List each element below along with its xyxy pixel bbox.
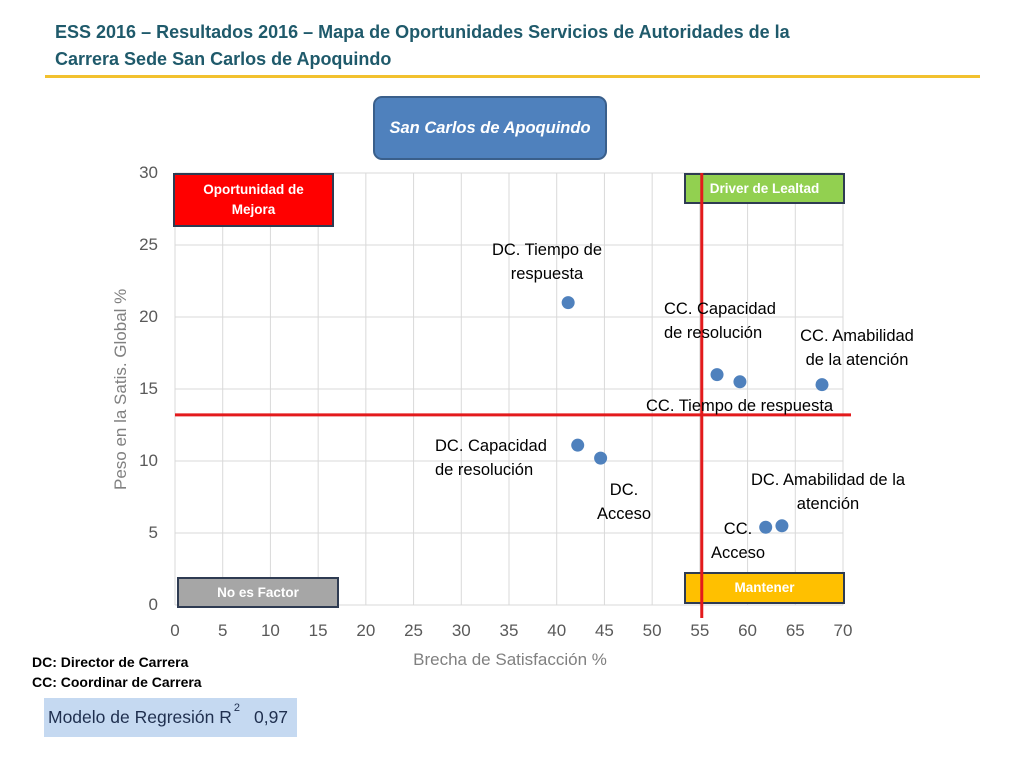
x-tick-label: 5 — [217, 621, 228, 640]
quadrant-label: Oportunidad de Mejora — [203, 182, 304, 217]
y-tick-label: 15 — [139, 379, 158, 398]
data-point — [759, 520, 773, 534]
chart-title-badge: San Carlos de Apoquindo — [373, 96, 607, 160]
x-tick-label: 50 — [642, 621, 662, 640]
data-label: DC. Capacidad de resolución — [435, 437, 547, 479]
footnote-cc: CC: Coordinar de Carrera — [32, 674, 202, 690]
data-point — [815, 378, 829, 392]
y-tick-label: 25 — [139, 235, 158, 254]
regression-model-box: Modelo de Regresión R 2 0,97 — [44, 698, 297, 737]
x-tick-label: 30 — [451, 621, 471, 640]
quadrant-label: No es Factor — [217, 584, 299, 600]
y-tick-label: 5 — [148, 523, 158, 542]
quadrant-label: Mantener — [734, 580, 795, 595]
data-label: CC. Capacidad de resolución — [664, 300, 776, 342]
quadrant-maintain-box: Mantener — [684, 572, 845, 604]
x-tick-label: 10 — [260, 621, 280, 640]
x-tick-label: 0 — [170, 621, 180, 640]
x-tick-label: 25 — [404, 621, 424, 640]
data-label: DC. Acceso — [596, 481, 652, 523]
data-point — [775, 519, 789, 533]
x-tick-label: 70 — [833, 621, 853, 640]
x-tick-label: 40 — [547, 621, 567, 640]
x-tick-label: 35 — [499, 621, 519, 640]
x-tick-label: 60 — [738, 621, 758, 640]
data-label: CC. Tiempo de respuesta — [646, 397, 834, 415]
data-point — [733, 375, 747, 389]
data-label: DC. Tiempo de respuesta — [491, 241, 603, 283]
x-tick-label: 65 — [785, 621, 805, 640]
quadrant-opportunity-box: Oportunidad de Mejora — [173, 173, 334, 227]
quadrant-label: Driver de Lealtad — [709, 180, 820, 196]
slide-title-line: Carrera Sede San Carlos de Apoquindo — [55, 49, 392, 69]
regression-value: 0,97 — [253, 707, 289, 727]
y-tick-label: 20 — [139, 307, 158, 326]
slide-title-line: ESS 2016 – Resultados 2016 – Mapa de Opo… — [55, 22, 790, 42]
x-axis-title: Brecha de Satisfacción % — [413, 650, 607, 669]
y-tick-label: 0 — [148, 595, 158, 614]
data-label: DC. Amabilidad de la atención — [750, 471, 906, 513]
quadrant-not-factor-box: No es Factor — [177, 577, 339, 608]
x-tick-label: 15 — [308, 621, 328, 640]
quadrant-loyalty-driver-box: Driver de Lealtad — [684, 173, 845, 204]
data-point — [561, 296, 575, 310]
y-tick-label: 30 — [139, 163, 158, 182]
x-tick-label: 45 — [594, 621, 614, 640]
x-tick-label: 55 — [690, 621, 710, 640]
title-divider — [45, 75, 980, 78]
data-label: CC. Amabilidad de la atención — [800, 327, 914, 369]
regression-label: Modelo de Regresión R — [48, 707, 232, 727]
y-tick-label: 10 — [139, 451, 158, 470]
data-point — [594, 451, 608, 465]
chart-title: San Carlos de Apoquindo — [389, 118, 591, 137]
slide-title: ESS 2016 – Resultados 2016 – Mapa de Opo… — [55, 19, 790, 73]
footnote-dc: DC: Director de Carrera — [32, 654, 189, 670]
data-point — [710, 368, 724, 382]
x-tick-label: 20 — [356, 621, 376, 640]
data-label: CC. Acceso — [710, 520, 766, 562]
regression-superscript: 2 — [233, 701, 240, 714]
data-point — [571, 438, 585, 452]
